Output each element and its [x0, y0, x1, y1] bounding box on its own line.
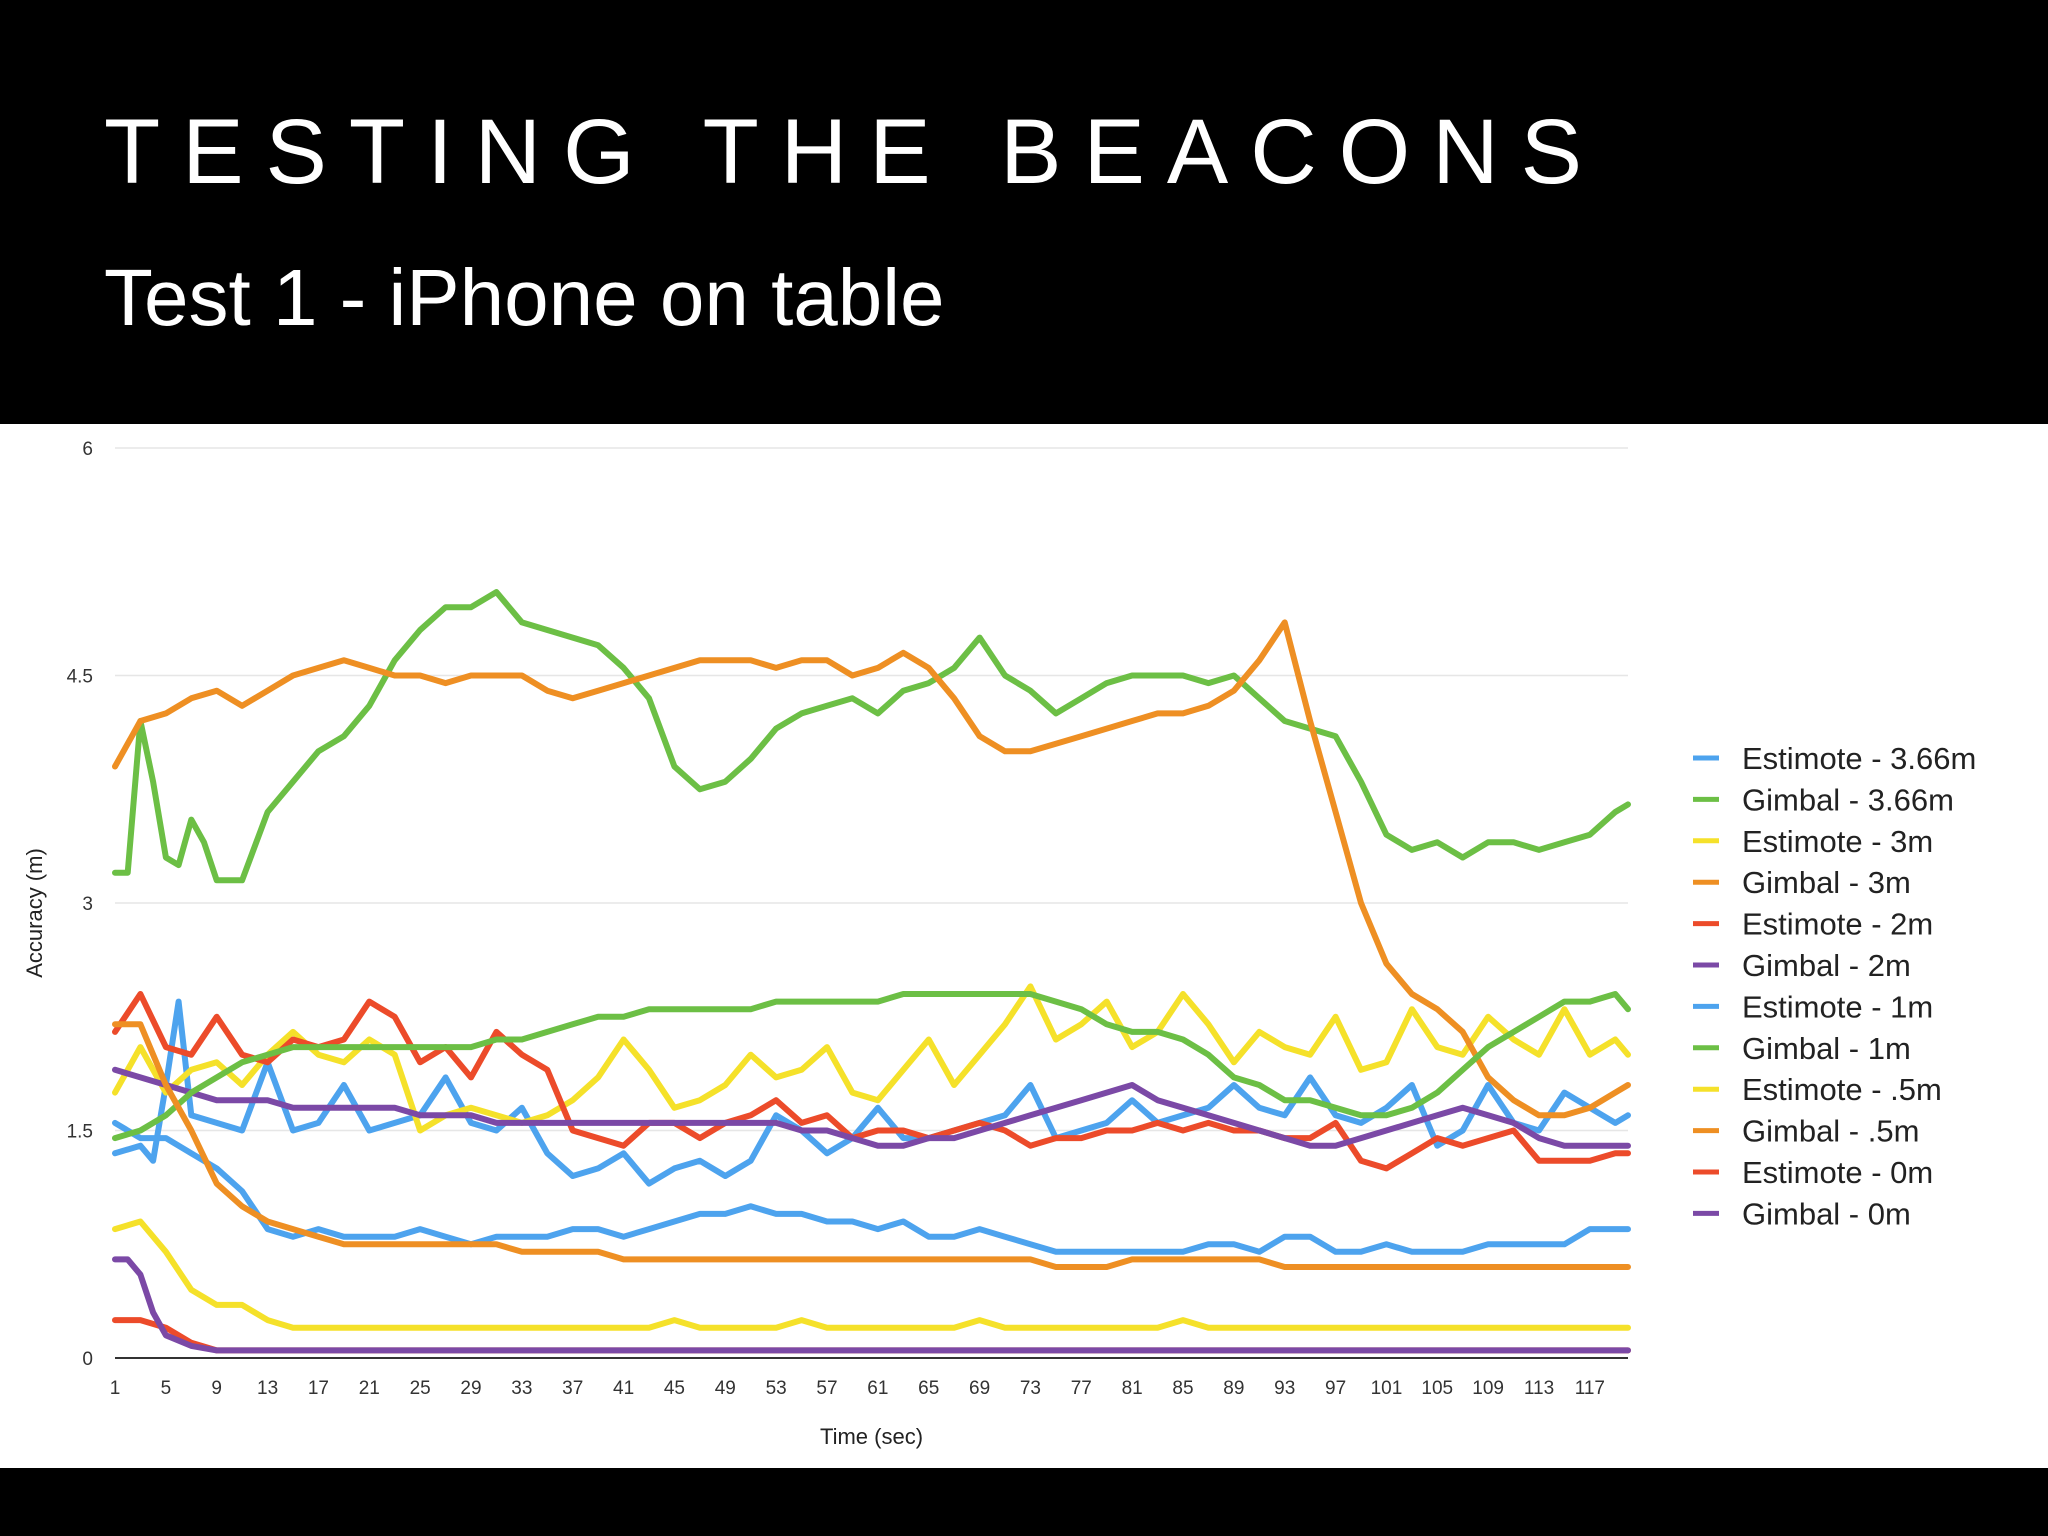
x-tick-label: 13	[257, 1378, 278, 1399]
x-tick-label: 109	[1472, 1378, 1504, 1399]
x-tick-label: 69	[969, 1378, 990, 1399]
y-tick-label: 4.5	[67, 667, 93, 688]
series-line-10	[112, 1317, 1631, 1354]
series-line-5	[112, 1066, 1631, 1149]
x-tick-label: 97	[1325, 1378, 1346, 1399]
grid: 01.534.561 5 9 13 17 21 25 29 33 37 41 45 49 53 57 61 65…	[67, 439, 1628, 1399]
x-tick-label: 17	[308, 1378, 329, 1399]
y-axis-title: Accuracy (m)	[22, 848, 47, 978]
legend-label: Estimote - 1m	[1742, 989, 1933, 1024]
x-tick-label: 1	[110, 1378, 121, 1399]
x-tick-label: 113	[1524, 1378, 1554, 1399]
legend-label: Estimote - 2m	[1742, 907, 1933, 942]
x-tick-label: 21	[359, 1378, 380, 1399]
y-tick-label: 0	[82, 1349, 93, 1370]
x-tick-label: 85	[1172, 1378, 1193, 1399]
series-line-2	[112, 983, 1631, 1134]
series-line-8	[112, 1218, 1631, 1331]
x-tick-label: 5	[161, 1378, 172, 1399]
slide-title: TESTING THE BEACONS	[104, 101, 1605, 203]
x-tick-label: 33	[511, 1378, 532, 1399]
x-tick-label: 65	[918, 1378, 939, 1399]
legend-label: Gimbal - 2m	[1742, 948, 1911, 983]
legend-label: Estimote - .5m	[1742, 1072, 1942, 1107]
legend-label: Gimbal - 3.66m	[1742, 782, 1954, 817]
y-tick-label: 6	[82, 439, 93, 460]
axes: Time (sec) Accuracy (m)	[22, 848, 923, 1449]
legend-label: Gimbal - 3m	[1742, 865, 1911, 900]
series-line-4	[112, 991, 1631, 1172]
y-tick-label: 1.5	[67, 1122, 93, 1143]
x-tick-label: 89	[1223, 1378, 1244, 1399]
x-tick-label: 53	[766, 1378, 787, 1399]
x-tick-label: 61	[867, 1378, 888, 1399]
x-tick-label: 105	[1421, 1378, 1453, 1399]
chart-panel: 0 1.5 3 4.5 6 1 5 9 13 17 21 25 29 33 37 41 45 49 53 57 61 65…	[0, 424, 2048, 1468]
x-tick-label: 101	[1371, 1378, 1403, 1399]
x-tick-label: 45	[664, 1378, 685, 1399]
x-tick-label: 81	[1122, 1378, 1143, 1399]
x-tick-label: 77	[1071, 1378, 1092, 1399]
series-line-7	[112, 991, 1631, 1142]
series-line-6	[112, 1119, 1631, 1255]
x-tick-label: 9	[211, 1378, 222, 1399]
x-tick-label: 73	[1020, 1378, 1041, 1399]
x-tick-label: 37	[562, 1378, 583, 1399]
x-tick-label: 57	[816, 1378, 837, 1399]
x-tick-label: 117	[1575, 1378, 1605, 1399]
legend-label: Gimbal - 0m	[1742, 1196, 1911, 1231]
series-line-11	[112, 1256, 1631, 1354]
series-lines	[112, 589, 1631, 1354]
series-line-1	[112, 589, 1631, 884]
slide-subtitle: Test 1 - iPhone on table	[104, 253, 945, 342]
slide-footer	[0, 1468, 2048, 1536]
x-tick-label: 41	[613, 1378, 634, 1399]
legend-label: Estimote - 3.66m	[1742, 741, 1976, 776]
legend-label: Estimote - 0m	[1742, 1155, 1933, 1190]
accuracy-line-chart: 01.534.561 5 9 13 17 21 25 29 33 37 41 45 49 53 57 61 65…	[22, 439, 1976, 1449]
x-tick-label: 29	[460, 1378, 481, 1399]
series-line-3	[112, 619, 1631, 1119]
legend: Estimote - 3.66m Gimbal - 3.66m Estimote -…	[1693, 741, 1976, 1231]
x-tick-label: 49	[715, 1378, 736, 1399]
series-line-9	[112, 1021, 1631, 1270]
legend-label: Estimote - 3m	[1742, 824, 1933, 859]
legend-label: Gimbal - .5m	[1742, 1114, 1919, 1149]
x-tick-label: 25	[410, 1378, 431, 1399]
legend-label: Gimbal - 1m	[1742, 1031, 1911, 1066]
y-tick-label: 3	[82, 894, 93, 915]
x-tick-label: 93	[1274, 1378, 1295, 1399]
slide-header: TESTING THE BEACONS Test 1 - iPhone on t…	[0, 0, 2048, 424]
x-axis-title: Time (sec)	[820, 1424, 923, 1449]
